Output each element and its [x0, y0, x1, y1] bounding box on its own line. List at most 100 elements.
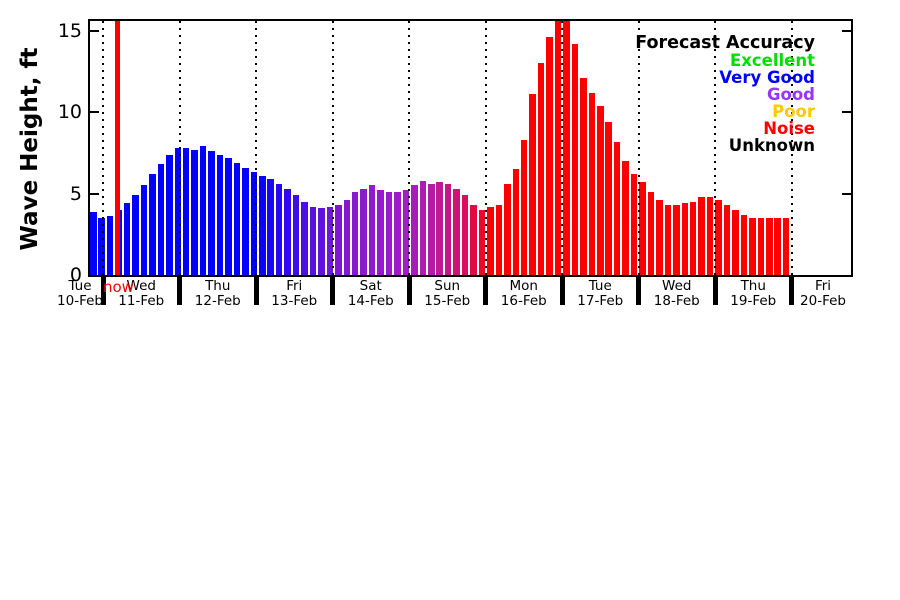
wave-height-bar: [495, 205, 503, 275]
wave-height-bar: [774, 218, 781, 275]
x-axis-day-label: Sat 14-Feb: [333, 278, 409, 308]
wave-height-bar: [613, 141, 621, 275]
wave-height-bar: [732, 209, 739, 275]
day-gridline: [178, 21, 181, 275]
wave-height-bar: [343, 200, 350, 275]
day-boundary-tick: [559, 277, 565, 305]
day-boundary-tick: [406, 277, 412, 305]
wave-height-bar: [250, 172, 258, 275]
wave-height-bar: [98, 218, 105, 275]
wave-height-bar: [597, 105, 604, 275]
wave-height-bar: [402, 190, 410, 275]
wave-height-bar: [757, 218, 765, 275]
wave-height-bar: [766, 218, 773, 275]
day-boundary-tick: [483, 277, 488, 305]
day-boundary-tick: [789, 277, 794, 305]
wave-height-bar: [208, 151, 215, 275]
wave-height-bar: [639, 182, 646, 275]
day-gridline: [561, 21, 563, 275]
y-axis-label: Wave Height, ft: [17, 47, 43, 251]
wave-height-bar: [140, 185, 148, 275]
wave-height-bar: [174, 148, 181, 275]
wave-height-bar: [428, 183, 435, 275]
wave-height-bar: [233, 162, 241, 275]
day-date: 12-Feb: [194, 292, 241, 309]
wave-height-bar: [351, 191, 359, 275]
wave-height-bar: [622, 161, 629, 275]
wave-height-bar: [326, 206, 334, 275]
day-boundary-tick: [177, 277, 182, 305]
y-axis-tick-mark: [842, 29, 851, 32]
wave-height-bar: [309, 206, 317, 275]
day-gridline: [255, 21, 257, 275]
day-name: Thu: [205, 278, 231, 294]
day-name: Wed: [662, 278, 692, 294]
day-name: Sat: [359, 278, 382, 294]
wave-height-bar: [580, 78, 587, 275]
wave-height-bar: [689, 201, 697, 275]
wave-height-bar: [259, 175, 266, 275]
wave-height-bar: [740, 214, 748, 275]
legend-item: Noise: [763, 119, 815, 138]
legend-item: Good: [766, 85, 815, 104]
day-boundary-tick: [712, 277, 718, 305]
wave-height-bar: [444, 183, 452, 275]
day-gridline: [637, 21, 640, 275]
wave-height-bar: [191, 149, 198, 275]
day-gridline: [714, 21, 716, 275]
day-date: 10-Feb: [57, 292, 103, 309]
wave-height-bar: [292, 195, 300, 275]
wave-height-bar: [706, 196, 714, 275]
legend-title: Forecast Accuracy: [635, 33, 815, 53]
day-name: Tue: [588, 278, 612, 294]
wave-height-bar: [436, 182, 443, 275]
wave-height-bar: [470, 205, 477, 275]
wave-height-bar: [554, 21, 562, 275]
day-name: Thu: [740, 278, 766, 294]
day-date: 18-Feb: [653, 292, 700, 309]
wave-height-bar: [664, 205, 672, 275]
wave-height-bar: [377, 190, 384, 275]
day-date: 17-Feb: [577, 292, 624, 309]
x-axis-day-label: Tue 10-Feb: [42, 278, 118, 309]
wave-height-bar: [275, 183, 283, 275]
x-axis-day-label: Wed 18-Feb: [639, 278, 715, 309]
day-boundary-tick: [330, 277, 335, 305]
wave-height-bar: [394, 191, 401, 275]
wave-height-bar: [647, 191, 655, 275]
wave-height-bar: [216, 154, 224, 275]
day-name: Tue: [68, 278, 92, 294]
wave-height-bar: [698, 196, 705, 275]
wave-height-bar: [656, 200, 663, 275]
wave-height-bar: [478, 209, 486, 275]
now-line: [115, 21, 121, 275]
wave-height-bar: [512, 169, 519, 275]
wave-height-bar: [123, 203, 131, 275]
plot-area: Forecast Accuracy Excellent Very Good Good…: [88, 19, 853, 277]
wave-height-bar: [487, 206, 494, 275]
wave-height-bar: [461, 195, 469, 275]
y-axis-tick-mark: [842, 111, 851, 114]
wave-height-bar: [715, 200, 722, 275]
legend-item: Poor: [772, 102, 815, 121]
wave-height-bar: [106, 216, 114, 275]
y-axis-tick-mark: [90, 192, 99, 195]
day-date: 13-Feb: [271, 292, 318, 309]
legend-item: Unknown: [728, 136, 815, 155]
x-axis-day-label: Fri 20-Feb: [785, 279, 861, 308]
day-gridline: [790, 21, 793, 275]
wave-height-bar: [504, 183, 511, 275]
legend-items: Excellent Very Good Good Poor Noise Unknown: [635, 52, 815, 154]
y-tick-label: 15: [57, 19, 82, 42]
day-date: 15-Feb: [424, 292, 471, 309]
day-name: Fri: [286, 278, 303, 294]
wave-height-bar: [681, 203, 688, 275]
wave-height-bar: [520, 139, 528, 275]
wave-height-bar: [419, 180, 427, 275]
wave-height-bar: [318, 208, 325, 275]
legend-item: Very Good: [719, 68, 815, 87]
x-axis-day-label: Mon 16-Feb: [486, 279, 562, 308]
wave-height-bar: [284, 188, 291, 275]
x-axis-day-label: Thu 19-Feb: [715, 278, 791, 308]
